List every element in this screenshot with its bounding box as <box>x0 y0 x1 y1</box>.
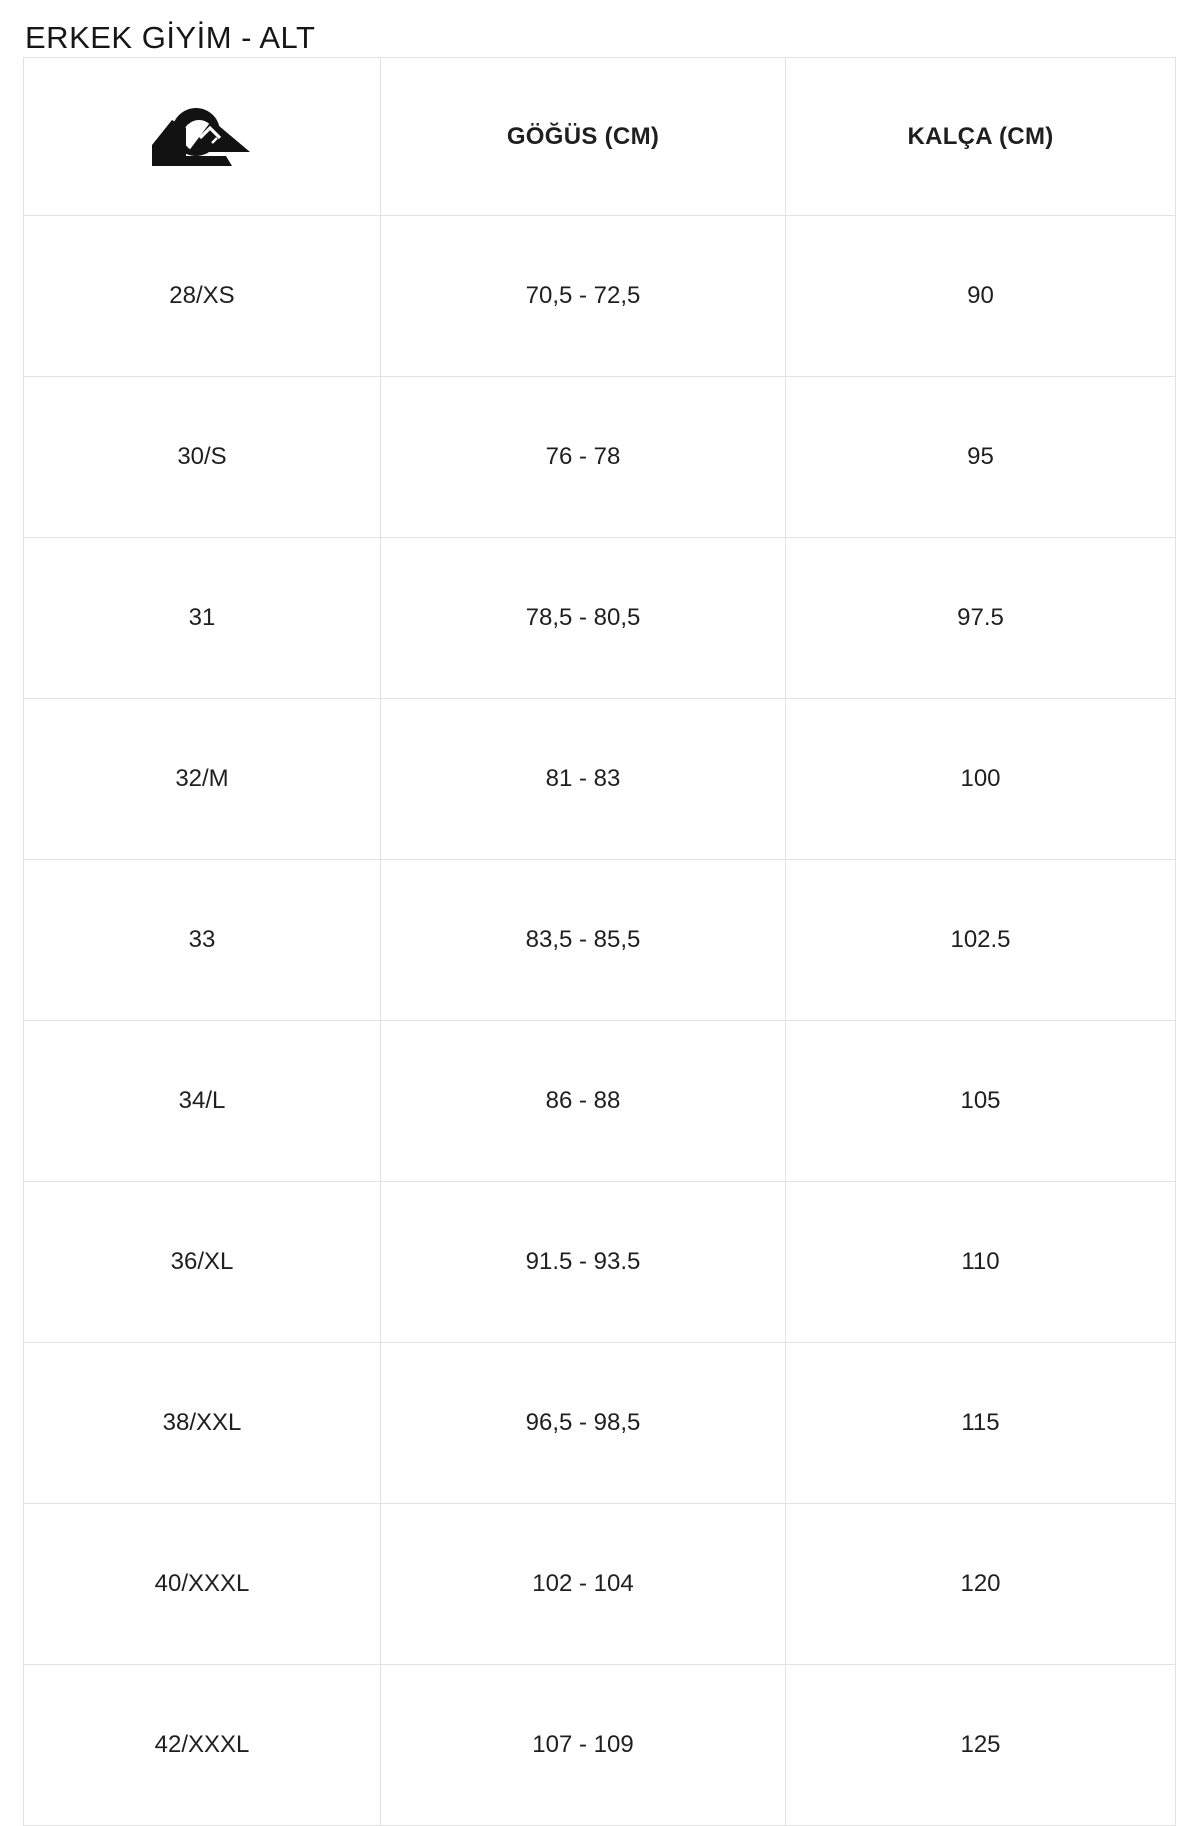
table-header-row: GÖĞÜS (CM) KALÇA (CM) <box>23 57 1176 216</box>
chest-cell: 91.5 - 93.5 <box>380 1181 786 1343</box>
quiksilver-logo-icon <box>24 107 380 166</box>
table-row: 31 78,5 - 80,5 97.5 <box>23 537 1176 699</box>
hip-cell: 100 <box>785 698 1176 860</box>
hip-cell: 110 <box>785 1181 1176 1343</box>
table-row: 30/S 76 - 78 95 <box>23 376 1176 538</box>
hip-cell: 102.5 <box>785 859 1176 1021</box>
table-row: 36/XL 91.5 - 93.5 110 <box>23 1181 1176 1343</box>
hip-cell: 120 <box>785 1503 1176 1665</box>
hip-cell: 115 <box>785 1342 1176 1504</box>
size-cell: 30/S <box>23 376 381 538</box>
hip-cell: 95 <box>785 376 1176 538</box>
table-row: 42/XXXL 107 - 109 125 <box>23 1664 1176 1826</box>
column-header-chest: GÖĞÜS (CM) <box>380 57 786 216</box>
hip-cell: 125 <box>785 1664 1176 1826</box>
size-cell: 28/XS <box>23 215 381 377</box>
hip-cell: 105 <box>785 1020 1176 1182</box>
chest-cell: 83,5 - 85,5 <box>380 859 786 1021</box>
size-cell: 38/XXL <box>23 1342 381 1504</box>
brand-logo-cell <box>23 57 381 216</box>
size-cell: 40/XXXL <box>23 1503 381 1665</box>
hip-cell: 90 <box>785 215 1176 377</box>
size-cell: 42/XXXL <box>23 1664 381 1826</box>
chest-cell: 96,5 - 98,5 <box>380 1342 786 1504</box>
size-cell: 33 <box>23 859 381 1021</box>
chest-cell: 76 - 78 <box>380 376 786 538</box>
chest-cell: 70,5 - 72,5 <box>380 215 786 377</box>
table-row: 38/XXL 96,5 - 98,5 115 <box>23 1342 1176 1504</box>
table-row: 34/L 86 - 88 105 <box>23 1020 1176 1182</box>
size-cell: 34/L <box>23 1020 381 1182</box>
chest-cell: 78,5 - 80,5 <box>380 537 786 699</box>
table-row: 32/M 81 - 83 100 <box>23 698 1176 860</box>
chest-cell: 102 - 104 <box>380 1503 786 1665</box>
chest-cell: 107 - 109 <box>380 1664 786 1826</box>
table-row: 28/XS 70,5 - 72,5 90 <box>23 215 1176 377</box>
hip-cell: 97.5 <box>785 537 1176 699</box>
table-row: 33 83,5 - 85,5 102.5 <box>23 859 1176 1021</box>
size-cell: 31 <box>23 537 381 699</box>
column-header-hip: KALÇA (CM) <box>785 57 1176 216</box>
page-title: ERKEK GİYİM - ALT <box>25 20 316 55</box>
table-row: 40/XXXL 102 - 104 120 <box>23 1503 1176 1665</box>
size-cell: 32/M <box>23 698 381 860</box>
chest-cell: 86 - 88 <box>380 1020 786 1182</box>
size-chart-table: GÖĞÜS (CM) KALÇA (CM) 28/XS 70,5 - 72,5 … <box>23 57 1176 1826</box>
size-cell: 36/XL <box>23 1181 381 1343</box>
chest-cell: 81 - 83 <box>380 698 786 860</box>
